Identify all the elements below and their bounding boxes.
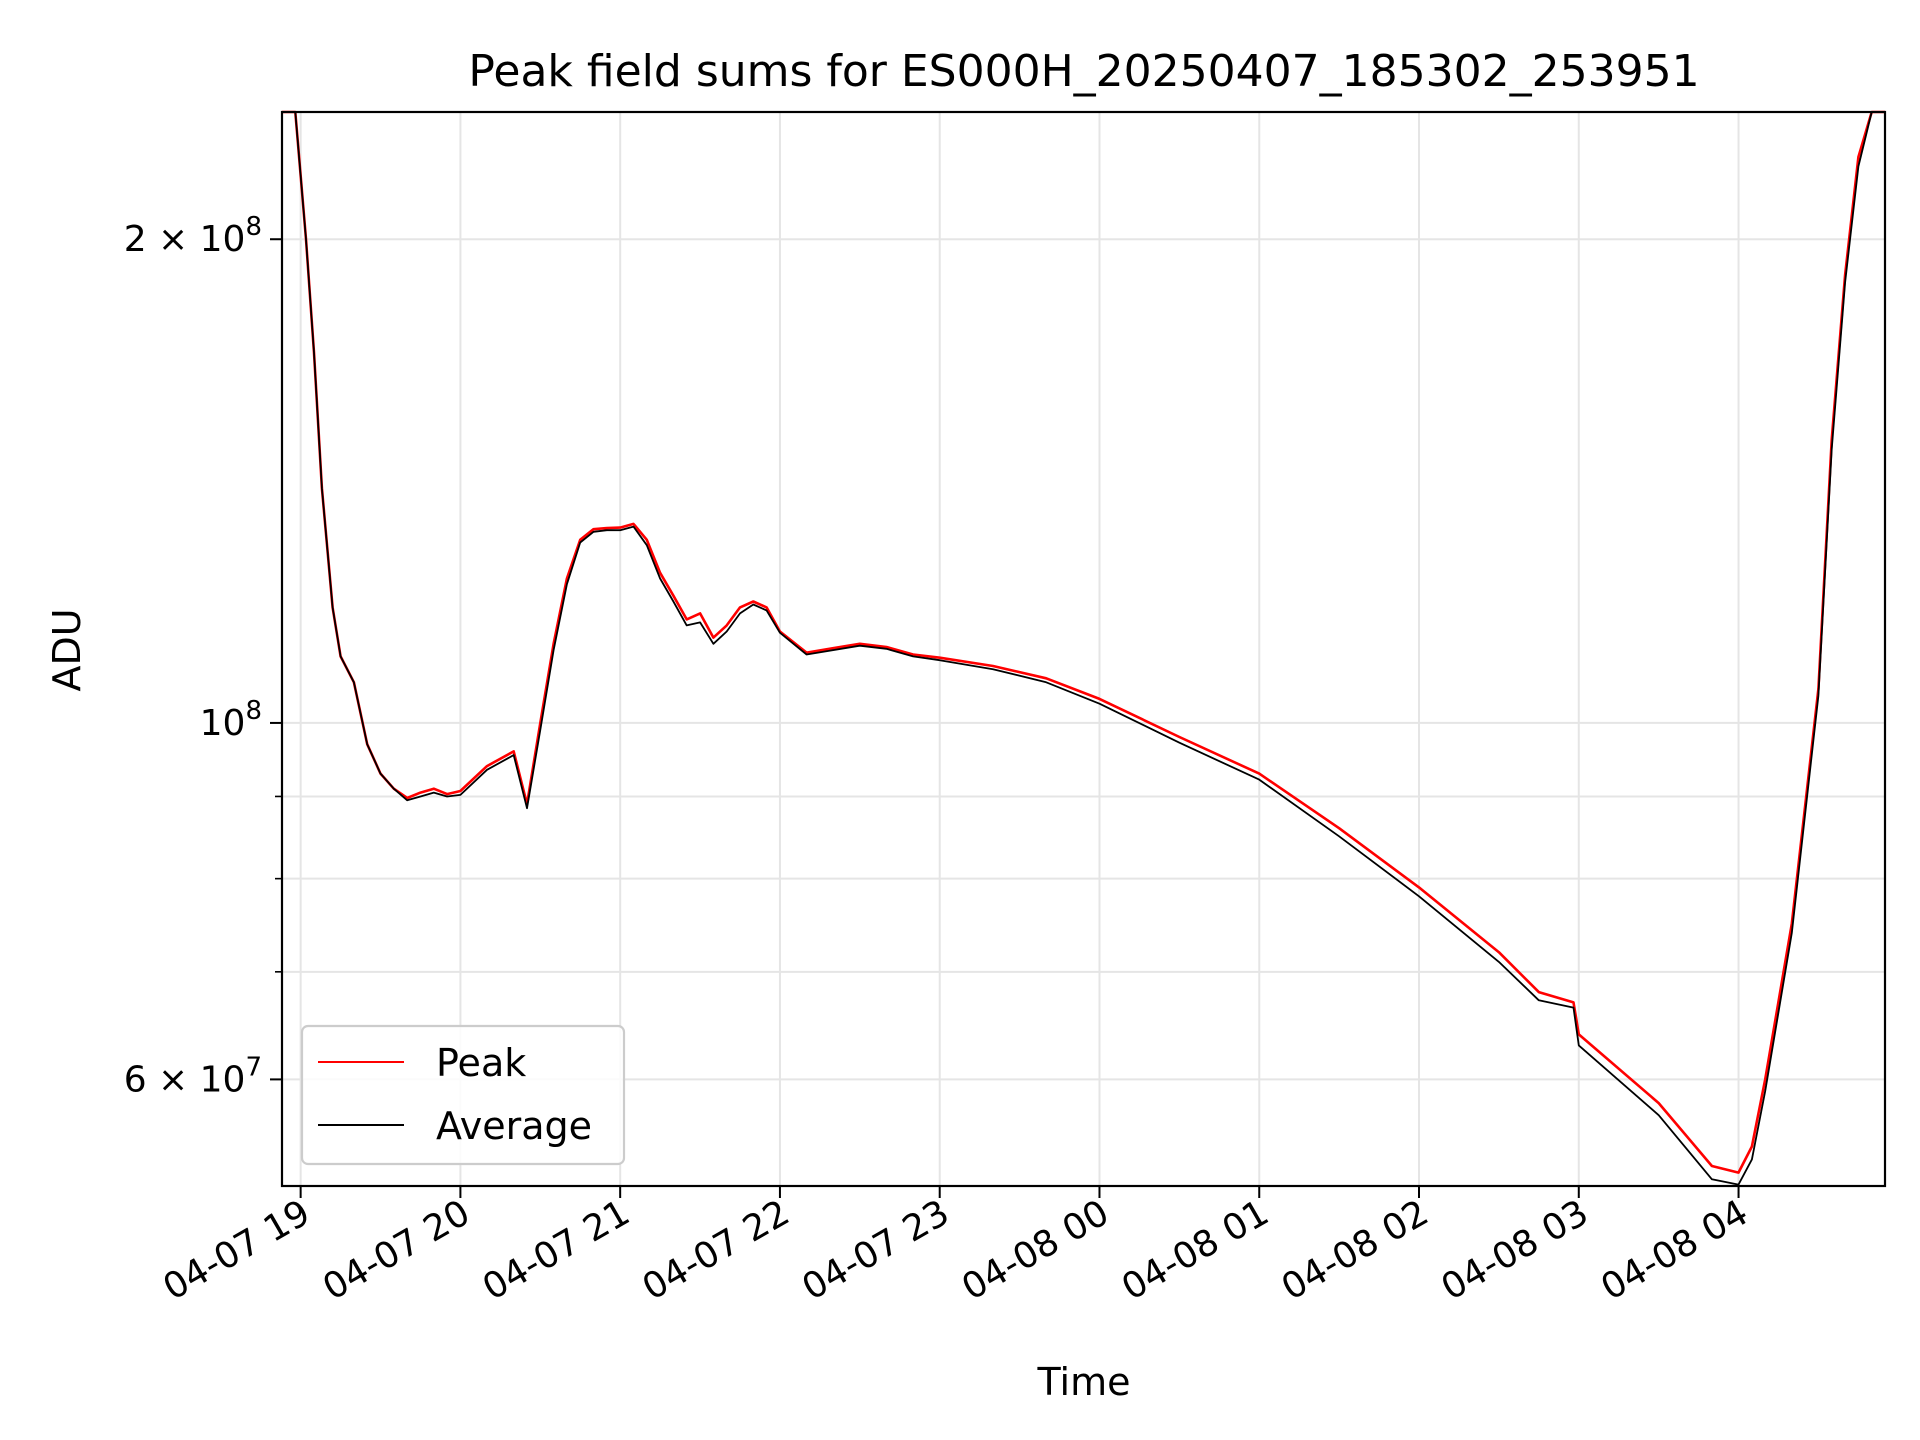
y-tick-label: 6 × 107 (124, 1052, 262, 1100)
y-tick-label: 2 × 108 (124, 212, 262, 260)
plot-frame (280, 110, 1887, 1188)
x-tick-label: 04-07 20 (316, 1192, 477, 1308)
legend-box (300, 1024, 626, 1166)
legend-label-peak: Peak (436, 1041, 526, 1085)
x-tick-label: 04-07 23 (796, 1192, 957, 1308)
x-tick-label: 04-08 01 (1115, 1192, 1276, 1308)
legend: Peak Average (300, 1024, 626, 1166)
y-tick-label: 108 (200, 696, 262, 744)
chart-title: Peak field sums for ES000H_20250407_1853… (468, 46, 1699, 97)
x-tick-label: 04-08 04 (1594, 1192, 1755, 1308)
x-tick-label: 04-08 03 (1435, 1192, 1596, 1308)
legend-label-average: Average (436, 1104, 592, 1148)
x-tick-label: 04-08 02 (1275, 1192, 1436, 1308)
x-tick-label: 04-07 19 (156, 1192, 317, 1308)
x-axis-label: Time (1037, 1360, 1131, 1404)
x-tick-label: 04-08 00 (955, 1192, 1116, 1308)
x-tick-label: 04-07 21 (476, 1192, 637, 1308)
series-line-average (282, 111, 1885, 1186)
series-lines (282, 110, 1885, 1186)
x-tick-label: 04-07 22 (636, 1192, 797, 1308)
y-axis-label: ADU (45, 608, 89, 691)
series-line-peak (282, 110, 1885, 1174)
